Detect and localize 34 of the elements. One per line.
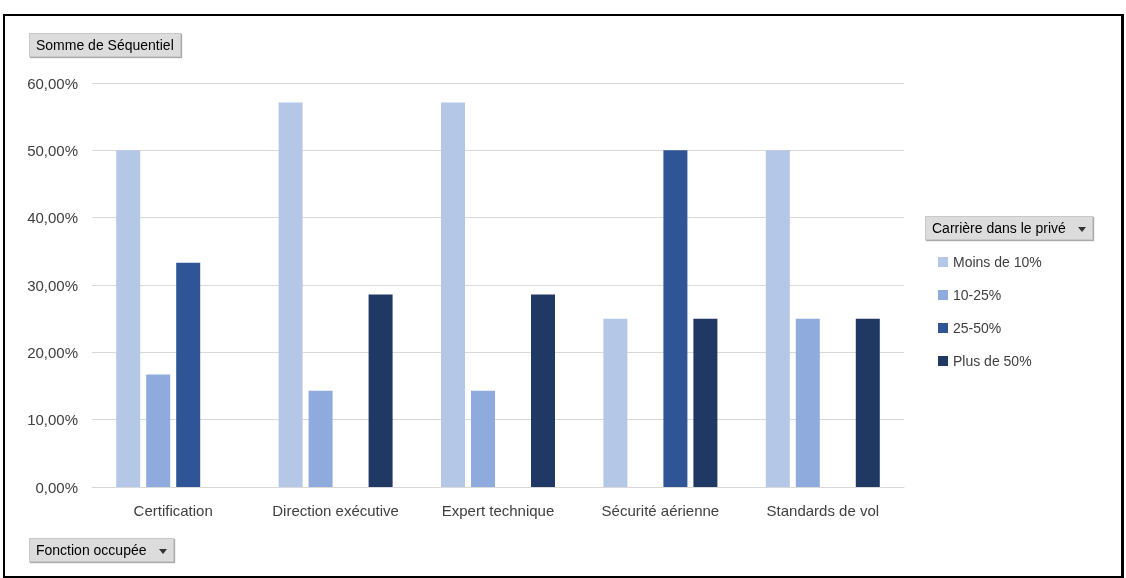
bar <box>116 150 141 487</box>
x-tick-label: Expert technique <box>441 502 555 519</box>
legend-label: 25-50% <box>953 320 1002 336</box>
x-tick-label: Standards de vol <box>766 502 880 519</box>
legend-label: Moins de 10% <box>953 254 1042 270</box>
y-tick-label: 50,00% <box>27 141 78 159</box>
bar <box>176 262 201 487</box>
bar <box>765 150 790 487</box>
chart-title: Somme de Séquentiel <box>36 37 174 53</box>
bar <box>471 390 495 487</box>
y-tick-label: 0,00% <box>35 478 78 496</box>
legend-label: 10-25% <box>953 287 1002 303</box>
legend-label: Plus de 50% <box>953 353 1032 369</box>
bar <box>531 294 555 487</box>
legend-title: Carrière dans le privé <box>932 220 1066 236</box>
bar <box>663 150 688 487</box>
bar <box>855 318 880 487</box>
x-tick-label: Sécurité aérienne <box>601 502 720 519</box>
y-tick-label: 20,00% <box>27 343 78 361</box>
bar <box>278 102 303 487</box>
x-tick-label: Certification <box>133 502 213 519</box>
bar <box>368 294 393 487</box>
x-tick-label: Direction exécutive <box>272 502 399 519</box>
bar <box>146 374 171 487</box>
bar <box>693 318 718 487</box>
bar <box>795 318 820 487</box>
bar <box>603 318 628 487</box>
bar <box>441 102 465 487</box>
x-axis-title: Fonction occupée <box>36 542 147 558</box>
y-tick-label: 30,00% <box>27 276 78 294</box>
bar <box>308 390 333 487</box>
y-tick-label: 40,00% <box>27 209 78 227</box>
y-tick-label: 10,00% <box>27 411 78 429</box>
y-tick-label: 60,00% <box>27 74 78 92</box>
